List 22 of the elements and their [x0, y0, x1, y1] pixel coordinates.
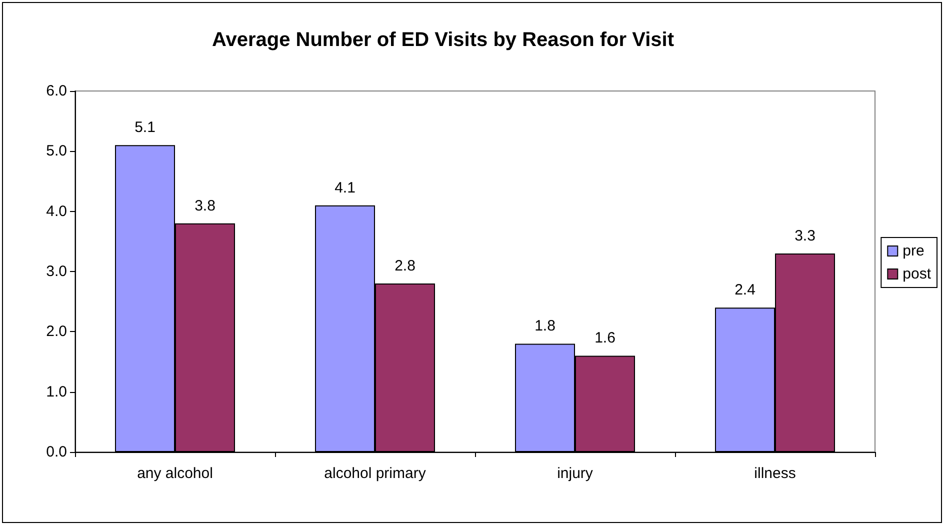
data-label: 1.6	[594, 330, 616, 347]
y-tick-label: 2.0	[46, 323, 67, 340]
legend-label: pre	[902, 242, 924, 260]
x-tick-label: illness	[754, 465, 796, 482]
data-label: 3.3	[794, 227, 816, 244]
data-label: 2.8	[394, 258, 416, 275]
chart-title: Average Number of ED Visits by Reason for Visit	[212, 29, 674, 51]
x-tick-label: any alcohol	[137, 465, 213, 482]
y-tick-label: 5.0	[46, 142, 67, 160]
x-tick-label: alcohol primary	[324, 465, 426, 482]
y-tick-label: 4.0	[46, 202, 67, 220]
data-label: 2.4	[734, 282, 756, 299]
legend-label: post	[902, 266, 932, 282]
x-tick-label: injury	[557, 465, 594, 482]
data-label: 4.1	[334, 179, 356, 196]
data-label: 1.8	[534, 318, 556, 335]
y-tick-label: 1.0	[46, 383, 67, 400]
y-tick-label: 0.0	[46, 444, 67, 460]
data-label: 5.1	[134, 119, 156, 136]
y-tick-label: 6.0	[46, 82, 67, 100]
y-tick-label: 3.0	[46, 263, 67, 280]
data-label: 3.8	[194, 197, 216, 214]
